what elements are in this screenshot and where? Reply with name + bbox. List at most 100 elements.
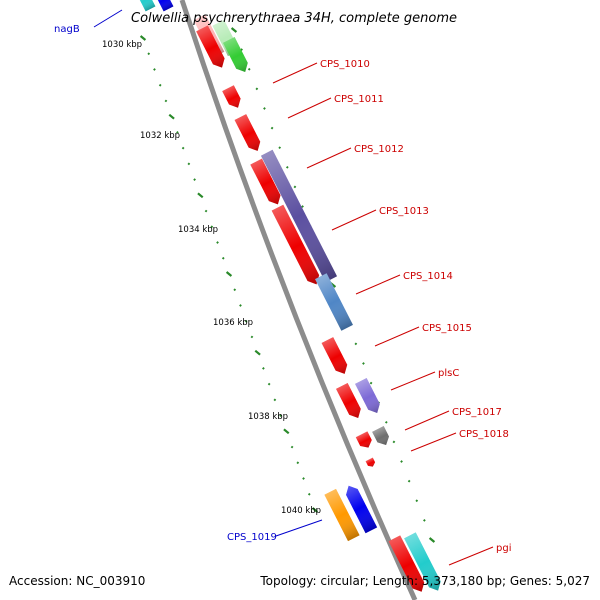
gene-labels: nagB CPS_1010 CPS_1011 CPS_1012 CPS_1013… (54, 24, 511, 554)
gene-pgi (388, 535, 425, 592)
gene-nagb (154, 0, 174, 12)
gene-gray (372, 426, 390, 446)
gene-green (223, 37, 248, 73)
tick-inner-0 (230, 27, 238, 33)
leader-cps-1013 (331, 209, 377, 231)
gene-cps-1017-shade (355, 431, 372, 448)
gene-steelblue (315, 273, 353, 331)
gene-nagb-cyan-shade (136, 0, 156, 12)
tick-outer-26 (290, 445, 294, 449)
tick-outer-6 (176, 131, 179, 134)
gene-label-cps-1017[interactable]: CPS_1017 (452, 407, 502, 418)
tick-label-1032: 1032 kbp (140, 131, 180, 141)
tick-outer-8 (187, 162, 191, 166)
tick-inner-5 (270, 126, 274, 130)
gene-lavender (355, 378, 380, 414)
tick-outer-10 (197, 192, 204, 199)
tick-outer-23 (273, 398, 277, 402)
tick-outer-4 (164, 99, 168, 103)
gene-label-cps-1011[interactable]: CPS_1011 (334, 94, 384, 105)
tick-inner-7 (285, 165, 289, 169)
gene-label-plsc[interactable]: plsC (438, 368, 459, 379)
gene-cps-1014-shade (271, 204, 320, 285)
tick-outer-28 (302, 477, 305, 480)
tick-inner-6 (278, 146, 282, 150)
tick-inner-2 (247, 67, 251, 71)
gene-label-cps-1018[interactable]: CPS_1018 (459, 429, 509, 440)
gene-cps-1013-shade (250, 158, 281, 205)
tick-outer-18 (244, 319, 248, 323)
gene-green-shade (223, 37, 248, 73)
tick-outer-20 (254, 349, 261, 356)
tick-inner-23 (407, 479, 411, 483)
leader-pgi (448, 546, 494, 566)
gene-cps-1017 (355, 431, 372, 448)
tick-inner-4 (263, 107, 266, 110)
leader-cps-1018 (410, 432, 457, 452)
gene-cps-1019-shade (346, 485, 378, 534)
tick-inner-3 (255, 87, 259, 91)
tick-inner-20 (384, 420, 388, 424)
label-leaders (93, 9, 494, 566)
tick-outer-17 (239, 304, 242, 307)
gene-cyan (404, 532, 441, 591)
gene-cps-1019 (346, 485, 378, 534)
tick-inner-17 (362, 362, 365, 365)
tick-outer-9 (193, 178, 196, 181)
gene-plsc (336, 383, 361, 419)
tick-inner-24 (415, 499, 419, 503)
gene-label-cps-1013[interactable]: CPS_1013 (379, 206, 429, 217)
tick-label-1034: 1034 kbp (178, 225, 218, 235)
gene-cps-1018 (365, 457, 376, 467)
gene-cps-1012 (234, 114, 261, 151)
leader-cps-1014 (355, 274, 401, 295)
tick-marks-inner (230, 27, 436, 543)
tick-outer-5 (168, 113, 175, 120)
gene-orange-shade (324, 488, 360, 542)
tick-label-1040: 1040 kbp (281, 506, 321, 516)
gene-cps-1010-shade (196, 25, 225, 68)
gene-cps-1011 (222, 85, 241, 108)
accession-text: Accession: NC_003910 (9, 574, 146, 588)
tick-outer-3 (158, 83, 162, 87)
leader-plsc (390, 371, 436, 391)
gene-cps-1010 (196, 25, 225, 68)
gene-label-pgi[interactable]: pgi (496, 543, 511, 554)
gene-label-cps-1012[interactable]: CPS_1012 (354, 144, 404, 155)
tick-outer-24 (279, 414, 282, 417)
gene-label-nagb[interactable]: nagB (54, 24, 80, 35)
tick-outer-11 (204, 209, 208, 213)
genome-backbone (179, 0, 418, 600)
tick-inner-1 (240, 48, 243, 51)
tick-outer-30 (311, 507, 319, 513)
tick-outer-1 (147, 52, 151, 56)
tick-outer-2 (153, 68, 156, 71)
gene-cyan-shade (404, 532, 441, 591)
gene-cps-1018-shade (365, 457, 376, 467)
tick-outer-13 (216, 241, 219, 244)
gene-label-cps-1014[interactable]: CPS_1014 (403, 271, 453, 282)
tick-inner-8 (293, 185, 297, 189)
gene-gray-shade (372, 426, 390, 446)
tick-label-1038: 1038 kbp (248, 412, 288, 422)
tick-outer-27 (296, 461, 300, 465)
tick-inner-22 (400, 460, 403, 463)
gene-cps-1011-shade (222, 85, 241, 108)
gene-steelblue-shade (315, 273, 353, 331)
tick-inner-16 (354, 342, 358, 346)
tick-outer-0 (139, 35, 147, 41)
tick-marks (139, 35, 319, 513)
tick-outer-12 (210, 225, 214, 229)
tick-inner-25 (423, 519, 426, 522)
gene-label-cps-1019[interactable]: CPS_1019 (227, 532, 277, 543)
gene-label-cps-1010[interactable]: CPS_1010 (320, 59, 370, 70)
gene-cps-1014 (271, 204, 320, 285)
tick-inner-9 (301, 205, 304, 208)
tick-outer-7 (181, 146, 185, 150)
gene-features (136, 0, 441, 592)
gene-cps-1015-shade (321, 337, 348, 374)
gene-label-cps-1015[interactable]: CPS_1015 (422, 323, 472, 334)
genome-title: Colwellia psychrerythraea 34H, complete … (131, 11, 457, 26)
gene-cps-1012-shade (234, 114, 261, 151)
